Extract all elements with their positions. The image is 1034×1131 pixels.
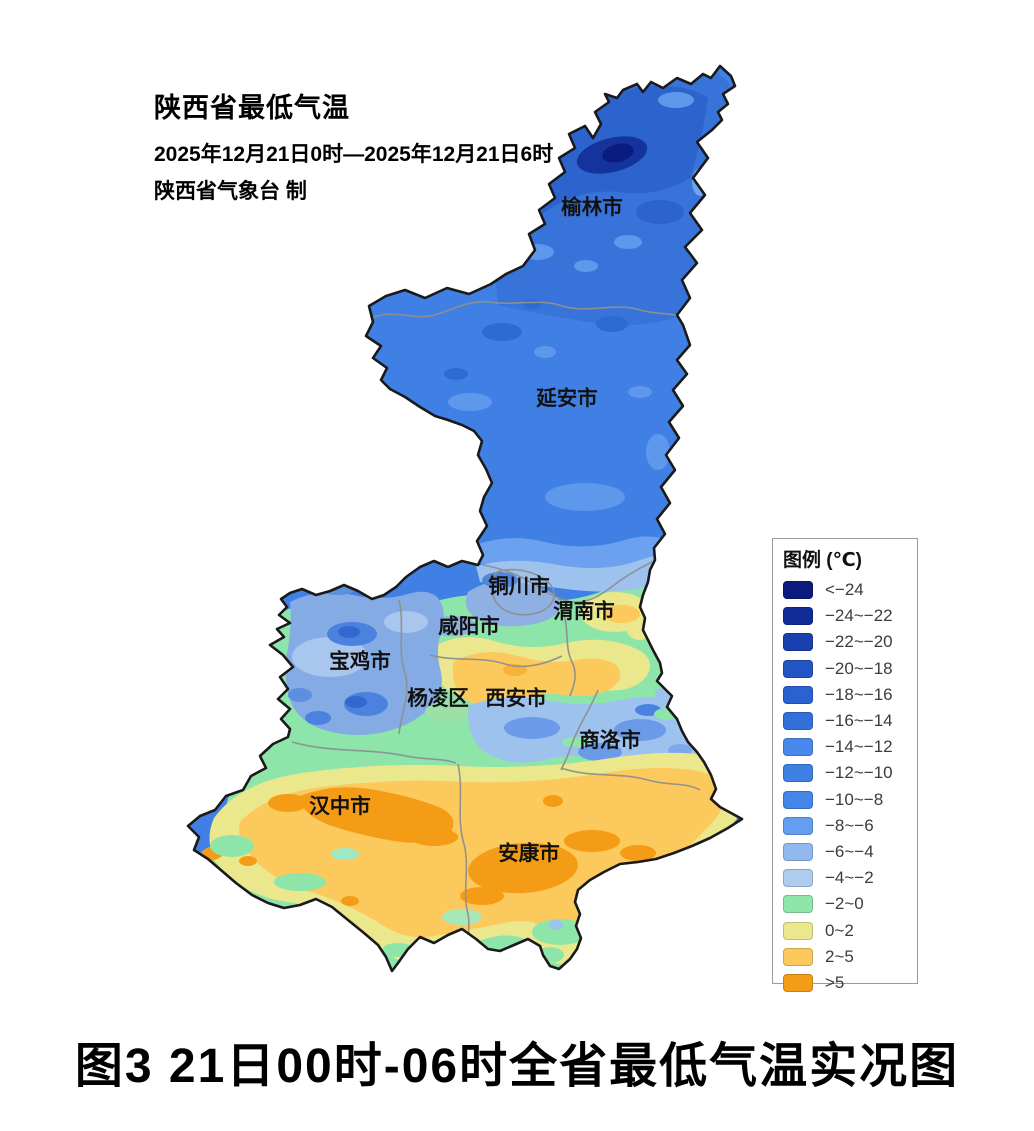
legend-label: −18~−16 — [825, 684, 893, 704]
legend-swatch — [783, 790, 813, 809]
city-label-yangling: 杨凌区 — [407, 686, 469, 710]
legend-item: −18~−16 — [783, 682, 917, 708]
province-outline — [186, 64, 744, 973]
legend-swatch — [783, 685, 813, 704]
legend-label: −14~−12 — [825, 737, 893, 757]
city-boundary-lines — [291, 300, 701, 938]
legend-label: >5 — [825, 972, 845, 992]
legend-label: −4~−2 — [825, 868, 874, 888]
city-label-tongchuan: 铜川市 — [488, 574, 550, 598]
legend-item: −24~−22 — [783, 603, 917, 629]
city-label-hanzhong: 汉中市 — [309, 794, 371, 818]
legend-item: −16~−14 — [783, 708, 917, 734]
city-label-yanan: 延安市 — [535, 386, 598, 410]
legend-swatch — [783, 581, 813, 600]
legend-swatch — [783, 712, 813, 731]
legend-swatch — [783, 869, 813, 888]
legend-swatch — [783, 607, 813, 626]
legend-swatch — [783, 633, 813, 652]
legend-item: −12~−10 — [783, 760, 917, 786]
map-title: 陕西省最低气温 — [154, 93, 350, 123]
legend-item: −22~−20 — [783, 629, 917, 655]
legend-label: 0~2 — [825, 920, 854, 940]
legend-swatch — [783, 764, 813, 783]
city-label-baoji: 宝鸡市 — [329, 649, 391, 673]
legend-swatch — [783, 921, 813, 940]
legend-label: −8~−6 — [825, 815, 874, 835]
city-label-shangluo: 商洛市 — [579, 728, 641, 752]
legend-title: 图例 (℃) — [783, 550, 862, 571]
city-labels: 榆林市 延安市 铜川市 渭南市 咸阳市 宝鸡市 杨凌区 西安市 商洛市 汉中市 … — [309, 195, 641, 865]
map-source: 陕西省气象台 制 — [154, 180, 307, 203]
legend-swatch — [783, 842, 813, 861]
legend-item: −2~0 — [783, 891, 917, 917]
title-block: 陕西省最低气温 2025年12月21日0时—2025年12月21日6时 陕西省气… — [154, 86, 553, 205]
legend: 图例 (℃) <−24 −24~−22 −22~−20 −20~−18 −18~… — [772, 538, 918, 992]
legend-item: −20~−18 — [783, 656, 917, 682]
legend-item: −4~−2 — [783, 865, 917, 891]
legend-swatch — [783, 895, 813, 914]
legend-swatch — [783, 659, 813, 678]
city-label-xian: 西安市 — [485, 686, 547, 710]
legend-swatch — [783, 973, 813, 992]
legend-item: <−24 — [783, 577, 917, 603]
legend-label: 2~5 — [825, 946, 854, 966]
legend-label: −20~−18 — [825, 658, 893, 678]
legend-item: −14~−12 — [783, 734, 917, 760]
legend-label: −22~−20 — [825, 632, 893, 652]
city-label-ankang: 安康市 — [498, 841, 560, 865]
legend-label: −2~0 — [825, 894, 864, 914]
legend-label: −6~−4 — [825, 841, 874, 861]
legend-swatch — [783, 738, 813, 757]
figure-caption: 图3 21日00时-06时全省最低气温实况图 — [74, 1040, 960, 1093]
legend-item: −8~−6 — [783, 813, 917, 839]
legend-label: −16~−14 — [825, 711, 893, 731]
legend-item: 0~2 — [783, 917, 917, 943]
legend-swatch — [783, 947, 813, 966]
legend-label: −12~−10 — [825, 763, 893, 783]
city-label-weinan: 渭南市 — [553, 599, 615, 623]
legend-label: −10~−8 — [825, 789, 884, 809]
legend-item: −10~−8 — [783, 787, 917, 813]
legend-item: 2~5 — [783, 944, 917, 970]
legend-swatch — [783, 816, 813, 835]
map-period: 2025年12月21日0时—2025年12月21日6时 — [154, 143, 554, 166]
legend-label: <−24 — [825, 580, 864, 600]
city-label-yulin: 榆林市 — [561, 195, 623, 219]
city-label-xianyang: 咸阳市 — [438, 614, 500, 638]
legend-item: >5 — [783, 970, 917, 996]
legend-label: −24~−22 — [825, 606, 893, 626]
legend-item: −6~−4 — [783, 839, 917, 865]
